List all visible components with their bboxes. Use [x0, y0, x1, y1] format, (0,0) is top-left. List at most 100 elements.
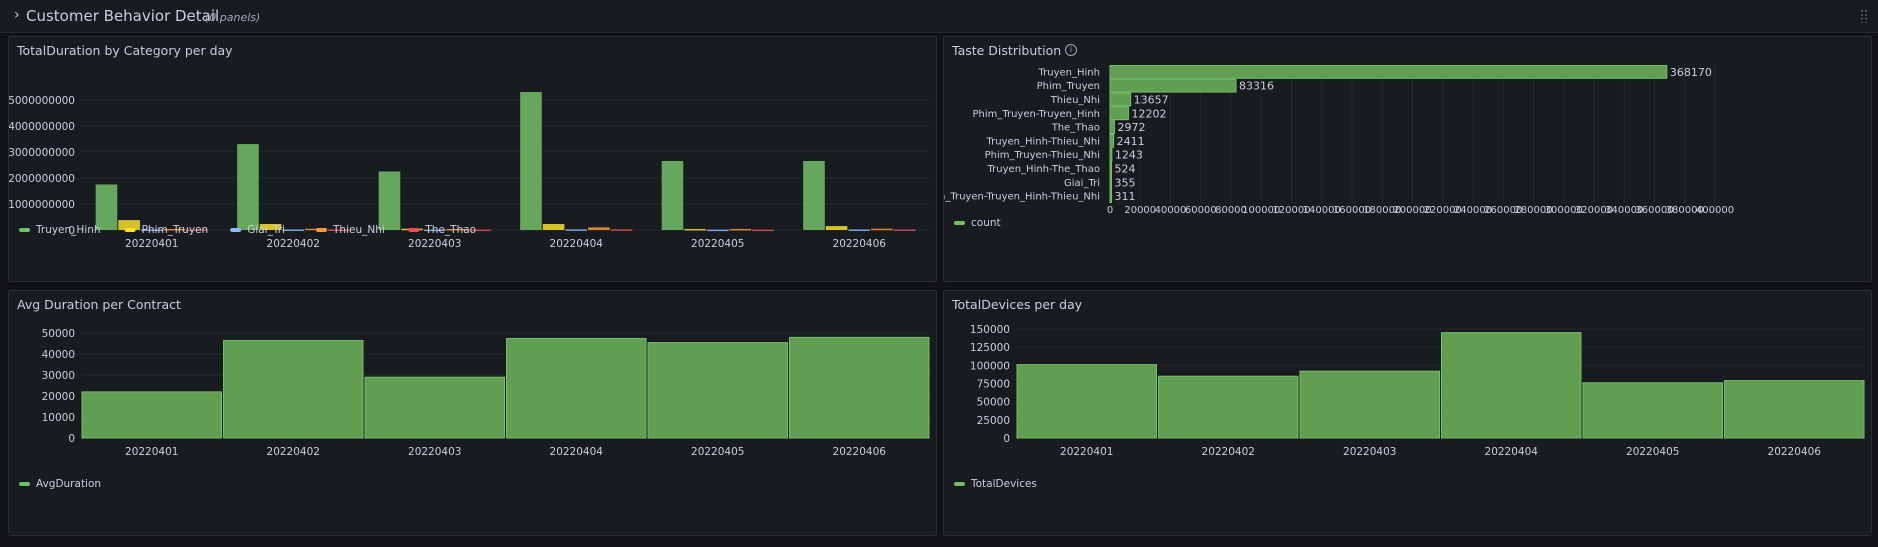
x-tick-label: 20220403: [408, 238, 461, 250]
bar: [1109, 134, 1115, 148]
data-label: 83316: [1239, 80, 1274, 93]
y-tick-label: Phim_Truyen-Truyen_Hinh: [972, 109, 1100, 120]
bar: [1582, 382, 1723, 439]
bar: [1109, 78, 1237, 93]
legend-label: TotalDevices: [970, 478, 1037, 490]
x-tick-label: 20220405: [1626, 446, 1679, 458]
x-tick-label: 20220402: [1202, 446, 1255, 458]
x-tick-label: 20220403: [1343, 446, 1396, 458]
legend-swatch: [19, 482, 30, 486]
x-tick-label: 80000: [1215, 205, 1247, 216]
bar: [364, 376, 505, 439]
bar: [825, 226, 848, 230]
x-tick-label: 300000: [1545, 205, 1583, 216]
data-label: 2972: [1117, 121, 1145, 134]
x-tick-label: 20000: [1124, 205, 1156, 216]
y-tick-label: 150000: [970, 324, 1010, 336]
y-tick-label: Truyen_Hinh: [1038, 67, 1100, 78]
row-title[interactable]: Customer Behavior Detail: [26, 7, 220, 25]
data-label: 2411: [1117, 135, 1145, 148]
chevron-right-icon[interactable]: ›: [14, 7, 20, 23]
y-tick-label: 4000000000: [9, 121, 75, 133]
panel-total-duration[interactable]: TotalDuration by Category per day 0 10000…: [8, 36, 937, 282]
x-tick-label: 20220404: [1485, 446, 1539, 458]
bar: [803, 161, 825, 230]
bar: [684, 228, 706, 231]
x-tick-label: 20220401: [125, 238, 178, 250]
bar: [520, 92, 542, 230]
chart-total-duration: 0 1000000000 2000000000 3000000000 400000000…: [9, 92, 930, 250]
legend-label: Giai_Tri: [247, 224, 285, 236]
bar: [327, 229, 350, 231]
bar: [378, 171, 401, 230]
y-tick-label: 25000: [977, 415, 1010, 427]
bar: [1109, 161, 1112, 176]
bar: [565, 229, 588, 231]
y-tick-label: Phim_Truyen: [1037, 81, 1100, 92]
y-tick-label: Thieu_Nhi: [1050, 95, 1100, 106]
bar: [446, 228, 469, 231]
data-label: 12202: [1131, 107, 1166, 120]
panel-title[interactable]: Taste Distribution: [952, 43, 1062, 58]
legend-label: Truyen_Hinh: [35, 224, 101, 236]
y-tick-label: 50000: [977, 397, 1010, 409]
y-tick-label: Truyen_Hinh-Thieu_Nhi: [986, 136, 1100, 147]
bar: [95, 184, 118, 230]
x-tick-label: 20220401: [1060, 446, 1113, 458]
x-tick-label: 380000: [1666, 205, 1704, 216]
bar: [893, 229, 916, 231]
bar: [588, 227, 610, 230]
bar: [1109, 120, 1115, 134]
x-tick-label: 20220402: [267, 446, 320, 458]
legend-swatch: [124, 228, 136, 232]
y-tick-label: 50000: [42, 328, 75, 340]
bar: [282, 229, 305, 231]
panel-title[interactable]: Avg Duration per Contract: [17, 297, 181, 312]
x-tick-label: 20220406: [833, 446, 887, 458]
bar: [647, 342, 788, 439]
bar: [1724, 380, 1865, 439]
row-header[interactable]: › Customer Behavior Detail (0 panels): [0, 0, 1878, 33]
x-tick-label: 100000: [1242, 205, 1280, 216]
drag-handle-icon[interactable]: [1860, 9, 1868, 23]
panel-title[interactable]: TotalDevices per day: [952, 297, 1083, 312]
x-tick-label: 20220405: [691, 446, 744, 458]
bar: [1016, 364, 1157, 439]
legend-label: Phim_Truyen: [142, 224, 209, 236]
bar: [871, 228, 893, 231]
panel-avg-duration[interactable]: Avg Duration per Contract 0 10000 20000 300…: [8, 290, 937, 536]
x-tick-label: 360000: [1635, 205, 1673, 216]
x-tick-label: 0: [1107, 205, 1113, 216]
x-tick-label: 140000: [1303, 205, 1341, 216]
x-tick-label: 20220405: [691, 238, 744, 250]
y-tick-label: 5000000000: [9, 95, 75, 107]
panel-title[interactable]: TotalDuration by Category per day: [17, 43, 233, 58]
data-label: 1243: [1115, 149, 1143, 162]
bar: [1109, 175, 1112, 190]
y-tick-label: 125000: [970, 342, 1010, 354]
bar: [1299, 370, 1440, 439]
y-tick-label: 100000: [970, 360, 1010, 372]
x-tick-label: 320000: [1575, 205, 1613, 216]
bar: [305, 228, 327, 231]
bar: [1109, 92, 1132, 107]
panel-taste-distribution[interactable]: Taste Distribution i 0 20000 40000 60000 800…: [943, 36, 1872, 282]
bar: [752, 229, 774, 232]
bar: [163, 228, 186, 231]
row-panel-count: (0 panels): [205, 11, 261, 24]
data-label: 355: [1115, 176, 1136, 189]
x-tick-label: 340000: [1605, 205, 1643, 216]
panel-total-devices[interactable]: TotalDevices per day 0 25000 50000 75000 100…: [943, 290, 1872, 536]
bar: [1109, 106, 1129, 121]
y-tick-label: 0: [68, 433, 75, 445]
bar: [610, 229, 633, 231]
legend-swatch: [408, 228, 420, 232]
bar: [542, 224, 565, 230]
bar: [186, 229, 208, 231]
y-tick-label: Truyen_Hinh-The_Thao: [987, 164, 1100, 175]
y-tick-label: 20000: [42, 391, 75, 403]
bar: [140, 229, 163, 231]
bar: [1109, 65, 1668, 79]
bar: [1109, 189, 1112, 203]
info-icon[interactable]: i: [1065, 44, 1077, 56]
